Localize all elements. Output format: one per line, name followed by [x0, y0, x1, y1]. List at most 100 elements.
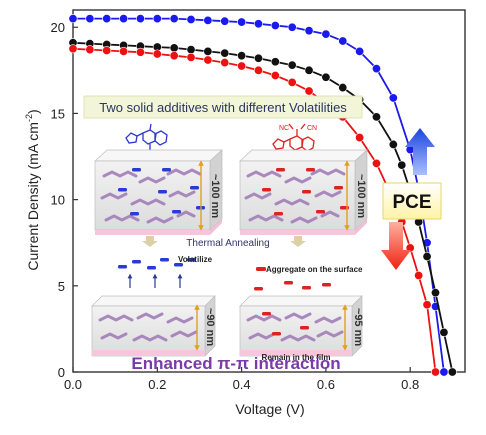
data-point — [287, 22, 297, 32]
data-point — [237, 61, 247, 71]
pce-label: PCE — [392, 192, 431, 213]
data-point — [220, 48, 230, 58]
donor-chains-bottom-right — [246, 312, 344, 342]
film-block-bottom-right — [239, 295, 363, 357]
volatilize-label: Volatilize — [178, 255, 213, 264]
remain-label: Remain in the film — [262, 353, 331, 362]
enhanced-interaction-label: Enhanced π-π interaction — [131, 354, 340, 373]
volatile-additive-molecule-icon — [125, 123, 168, 150]
data-point — [119, 14, 129, 24]
pce-box — [382, 182, 442, 220]
additives-banner-text: Two solid additives with different Volat… — [99, 100, 347, 115]
data-point — [371, 64, 381, 74]
data-point — [338, 36, 348, 46]
x-tick-label: 0.4 — [233, 377, 251, 392]
data-point — [253, 53, 263, 63]
y-tick-label: 10 — [51, 193, 65, 208]
thickness-label-bottom-left: ~90 nm — [204, 308, 216, 346]
x-tick-label: 0.2 — [148, 377, 166, 392]
donor-chains-bottom-left — [98, 312, 198, 342]
data-point — [186, 14, 196, 24]
data-point — [388, 139, 398, 149]
thickness-label-top-left: ~100 nm — [209, 174, 221, 219]
nonvolatile-additive-molecule-icon — [272, 123, 315, 156]
data-point — [186, 45, 196, 55]
data-point — [186, 52, 196, 62]
pce-decrease-arrow — [381, 222, 411, 270]
x-tick-label: 0.8 — [401, 377, 419, 392]
y-tick-label: 20 — [51, 20, 65, 35]
y-tick-label: 5 — [58, 279, 65, 294]
data-point — [388, 93, 398, 103]
data-point — [405, 243, 415, 253]
data-point — [270, 71, 280, 81]
data-point — [85, 45, 95, 55]
data-point — [304, 86, 314, 96]
data-point — [304, 26, 314, 36]
data-point — [169, 43, 179, 53]
data-point — [439, 327, 449, 337]
data-point — [237, 51, 247, 61]
data-point — [237, 17, 247, 27]
surface-aggregate-additives — [254, 267, 331, 291]
volatilizing-additives — [118, 258, 196, 270]
donor-chains-top-left — [100, 168, 202, 224]
data-point — [414, 270, 424, 280]
data-point — [68, 44, 78, 54]
data-point — [430, 367, 440, 377]
donor-chains-top-right — [244, 168, 346, 224]
data-point — [169, 14, 179, 24]
data-point — [102, 46, 112, 56]
y-tick-label: 15 — [51, 106, 65, 121]
data-point — [253, 19, 263, 29]
data-point — [135, 14, 145, 24]
data-point — [422, 252, 432, 262]
cn-label-right: CN — [307, 125, 317, 132]
data-point — [85, 14, 95, 24]
data-point — [152, 14, 162, 24]
annealing-arrow-right — [290, 236, 306, 247]
data-point — [203, 55, 213, 65]
x-axis-label: Voltage (V) — [235, 401, 304, 417]
data-point — [203, 46, 213, 56]
data-point — [169, 51, 179, 61]
x-axis-ticks: 0.0 0.2 0.4 0.6 0.8 — [64, 367, 419, 392]
data-point — [304, 65, 314, 75]
data-point — [135, 47, 145, 57]
volatilize-arrows — [127, 273, 183, 288]
data-point — [355, 133, 365, 143]
data-point — [152, 49, 162, 59]
data-point — [287, 77, 297, 87]
pce-increase-arrow — [405, 128, 435, 175]
x-tick-label: 0.0 — [64, 377, 82, 392]
data-point — [371, 158, 381, 168]
y-axis-label: Current Density (mA cm-2) — [24, 109, 41, 270]
additives-banner — [83, 95, 363, 119]
schematic-inset: Two solid additives with different Volat… — [83, 95, 442, 373]
data-point — [355, 46, 365, 56]
data-point — [371, 112, 381, 122]
data-point — [119, 46, 129, 56]
data-point — [397, 160, 407, 170]
thickness-label-bottom-right: ~95 nm — [352, 308, 364, 346]
data-point — [430, 288, 440, 298]
data-point — [447, 367, 457, 377]
data-point — [253, 65, 263, 75]
y-tick-label: 0 — [58, 365, 65, 380]
cn-label-left: NC — [279, 125, 289, 132]
data-point — [68, 14, 78, 24]
thermal-annealing-label: Thermal Annealing — [186, 238, 269, 249]
data-point — [203, 15, 213, 25]
data-point — [338, 83, 348, 93]
aggregate-label: Aggregate on the surface — [266, 265, 363, 274]
thickness-label-top-right: ~100 nm — [355, 174, 367, 219]
data-point — [287, 60, 297, 70]
data-point — [220, 16, 230, 26]
data-point — [220, 58, 230, 68]
data-point — [321, 72, 331, 82]
data-point — [422, 300, 432, 310]
x-tick-label: 0.6 — [317, 377, 335, 392]
data-point — [102, 14, 112, 24]
retained-additives-in-film — [262, 312, 309, 336]
